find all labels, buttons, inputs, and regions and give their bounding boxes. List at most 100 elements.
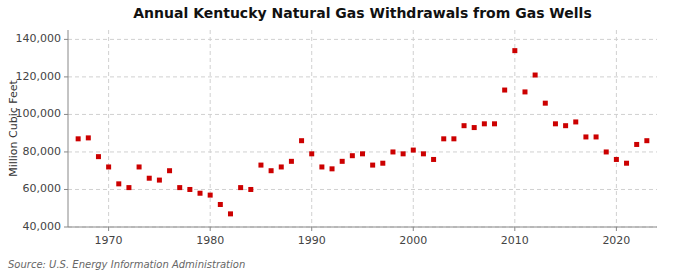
point (116, 181, 121, 186)
y-grid-line (68, 227, 657, 228)
point (431, 157, 436, 162)
point (76, 136, 81, 141)
x-tick-label: 2010 (501, 234, 529, 247)
point (380, 161, 385, 166)
y-tick-label: 120,000 (16, 70, 62, 83)
point (198, 191, 203, 196)
y-axis-label: Million Cubic Feet (7, 79, 20, 176)
x-tick (108, 227, 109, 231)
point (157, 178, 162, 183)
point (533, 73, 538, 78)
y-grid-line (68, 114, 657, 115)
point (401, 151, 406, 156)
point (330, 166, 335, 171)
point (350, 153, 355, 158)
point (86, 135, 91, 140)
point (553, 121, 558, 126)
point (512, 48, 517, 53)
chart: 40,000 60,000 80,000 100,000 120,000 140,000 1… (0, 0, 675, 275)
point (177, 185, 182, 190)
point (634, 142, 639, 147)
point (604, 149, 609, 154)
x-grid-line (108, 30, 109, 227)
axes: 40,000 60,000 80,000 100,000 120,000 140,000 1… (16, 30, 658, 247)
x-grid-line (413, 30, 414, 227)
x-grid-line (616, 30, 617, 227)
point (370, 163, 375, 168)
point (614, 157, 619, 162)
x-tick-label: 2020 (602, 234, 630, 247)
point (248, 187, 253, 192)
point (492, 121, 497, 126)
point (147, 176, 152, 181)
y-tick (64, 151, 68, 152)
point (594, 134, 599, 139)
x-grid-line (514, 30, 515, 227)
point (543, 101, 548, 106)
point (624, 161, 629, 166)
point (522, 89, 527, 94)
point (360, 151, 365, 156)
point (218, 202, 223, 207)
point (390, 149, 395, 154)
point (269, 168, 274, 173)
point (167, 168, 172, 173)
y-tick-label: 140,000 (16, 32, 62, 45)
x-tick (210, 227, 211, 231)
point (340, 159, 345, 164)
point (502, 88, 507, 93)
point (462, 123, 467, 128)
points (76, 48, 650, 216)
x-tick (413, 227, 414, 231)
grid (68, 30, 657, 227)
point (106, 164, 111, 169)
x-tick (616, 227, 617, 231)
point (563, 123, 568, 128)
y-tick (64, 189, 68, 190)
point (583, 134, 588, 139)
point (421, 151, 426, 156)
point (279, 164, 284, 169)
point (299, 138, 304, 143)
y-tick (64, 114, 68, 115)
point (411, 148, 416, 153)
y-tick (64, 227, 68, 228)
y-tick-label: 60,000 (23, 182, 62, 195)
point (309, 151, 314, 156)
y-tick (64, 39, 68, 40)
point (96, 154, 101, 159)
point (441, 136, 446, 141)
x-tick (514, 227, 515, 231)
point (258, 163, 263, 168)
point (289, 159, 294, 164)
y-axis-line (68, 30, 69, 227)
y-grid-line (68, 39, 657, 40)
title: Annual Kentucky Natural Gas Withdrawals … (133, 5, 591, 21)
x-axis-line (68, 227, 657, 228)
y-tick-label: 80,000 (23, 145, 62, 158)
point (137, 164, 142, 169)
point (228, 211, 233, 216)
point (126, 185, 131, 190)
y-tick-label: 40,000 (23, 220, 62, 233)
point (451, 136, 456, 141)
x-grid-line (311, 30, 312, 227)
y-tick (64, 76, 68, 77)
y-tick-label: 100,000 (16, 107, 62, 120)
point (472, 125, 477, 130)
source-note: Source: U.S. Energy Information Administ… (8, 259, 245, 270)
point (573, 119, 578, 124)
point (319, 164, 324, 169)
point (644, 138, 649, 143)
y-grid-line (68, 76, 657, 77)
point (238, 185, 243, 190)
x-tick-label: 2000 (399, 234, 427, 247)
x-tick-label: 1990 (298, 234, 326, 247)
point (208, 193, 213, 198)
x-tick-label: 1970 (95, 234, 123, 247)
x-tick (311, 227, 312, 231)
y-grid-line (68, 189, 657, 190)
point (482, 121, 487, 126)
x-tick-label: 1980 (196, 234, 224, 247)
point (187, 187, 192, 192)
